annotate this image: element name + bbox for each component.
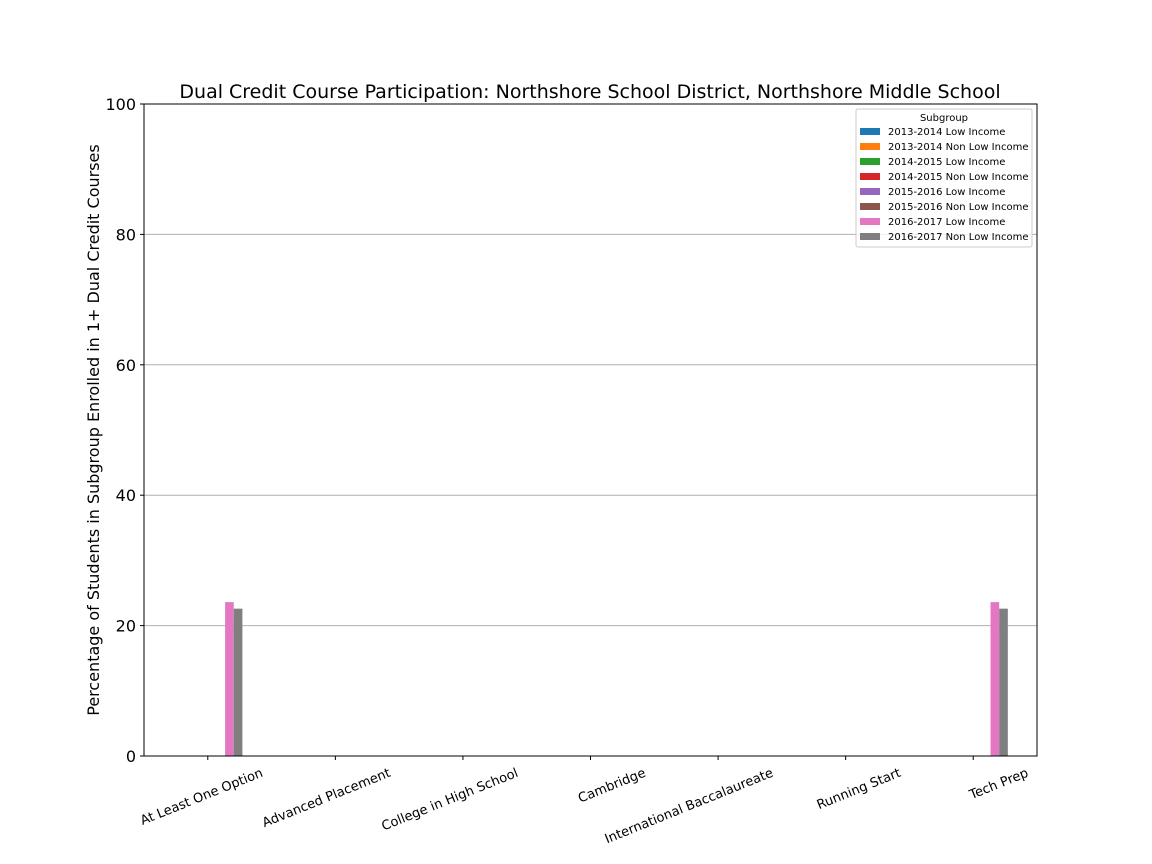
- y-tick-label: 20: [116, 617, 136, 636]
- legend-swatch: [860, 203, 880, 210]
- x-tick-label: Tech Prep: [967, 766, 1031, 804]
- x-tick-label: Running Start: [815, 766, 903, 813]
- legend-title: Subgroup: [920, 113, 968, 124]
- legend-label: 2014-2015 Non Low Income: [888, 172, 1028, 183]
- x-tick-label: Advanced Placement: [260, 766, 393, 831]
- chart-title: Dual Credit Course Participation: Norths…: [179, 81, 1000, 103]
- legend-swatch: [860, 173, 880, 180]
- x-tick-label: College in High School: [380, 766, 521, 835]
- legend: Subgroup 2013-2014 Low Income 2013-2014 N…: [855, 108, 1033, 248]
- x-tick-label: Cambridge: [576, 766, 648, 807]
- legend-label: 2013-2014 Non Low Income: [888, 142, 1028, 153]
- legend-swatch: [860, 188, 880, 195]
- legend-box: [855, 108, 1033, 248]
- legend-label: 2015-2016 Non Low Income: [888, 202, 1028, 213]
- legend-label: 2015-2016 Low Income: [888, 187, 1005, 198]
- legend-swatch: [860, 158, 880, 165]
- legend-swatch: [860, 128, 880, 135]
- y-tick-label: 100: [105, 95, 136, 114]
- x-tick-label: At Least One Option: [138, 766, 265, 829]
- legend-label: 2013-2014 Low Income: [888, 127, 1005, 138]
- legend-swatch: [860, 218, 880, 225]
- y-axis-ticks: 0 20 40 60 80 100: [105, 95, 144, 766]
- legend-swatch: [860, 233, 880, 240]
- bars: [225, 602, 1008, 756]
- bar: [990, 602, 1000, 756]
- gridlines: [144, 233, 1037, 627]
- y-tick-label: 80: [116, 225, 136, 244]
- y-tick-label: 40: [116, 486, 136, 505]
- legend-label: 2016-2017 Low Income: [888, 217, 1005, 228]
- y-tick-label: 60: [116, 356, 136, 375]
- bar: [233, 608, 243, 756]
- bar: [225, 602, 234, 756]
- y-axis-label: Percentage of Students in Subgroup Enrol…: [84, 144, 103, 715]
- legend-label: 2014-2015 Low Income: [888, 157, 1005, 168]
- legend-swatch: [860, 143, 880, 150]
- bar: [999, 608, 1008, 756]
- legend-label: 2016-2017 Non Low Income: [888, 232, 1028, 243]
- y-tick-label: 0: [126, 747, 136, 766]
- legend-items: 2013-2014 Low Income 2013-2014 Non Low In…: [860, 127, 1028, 243]
